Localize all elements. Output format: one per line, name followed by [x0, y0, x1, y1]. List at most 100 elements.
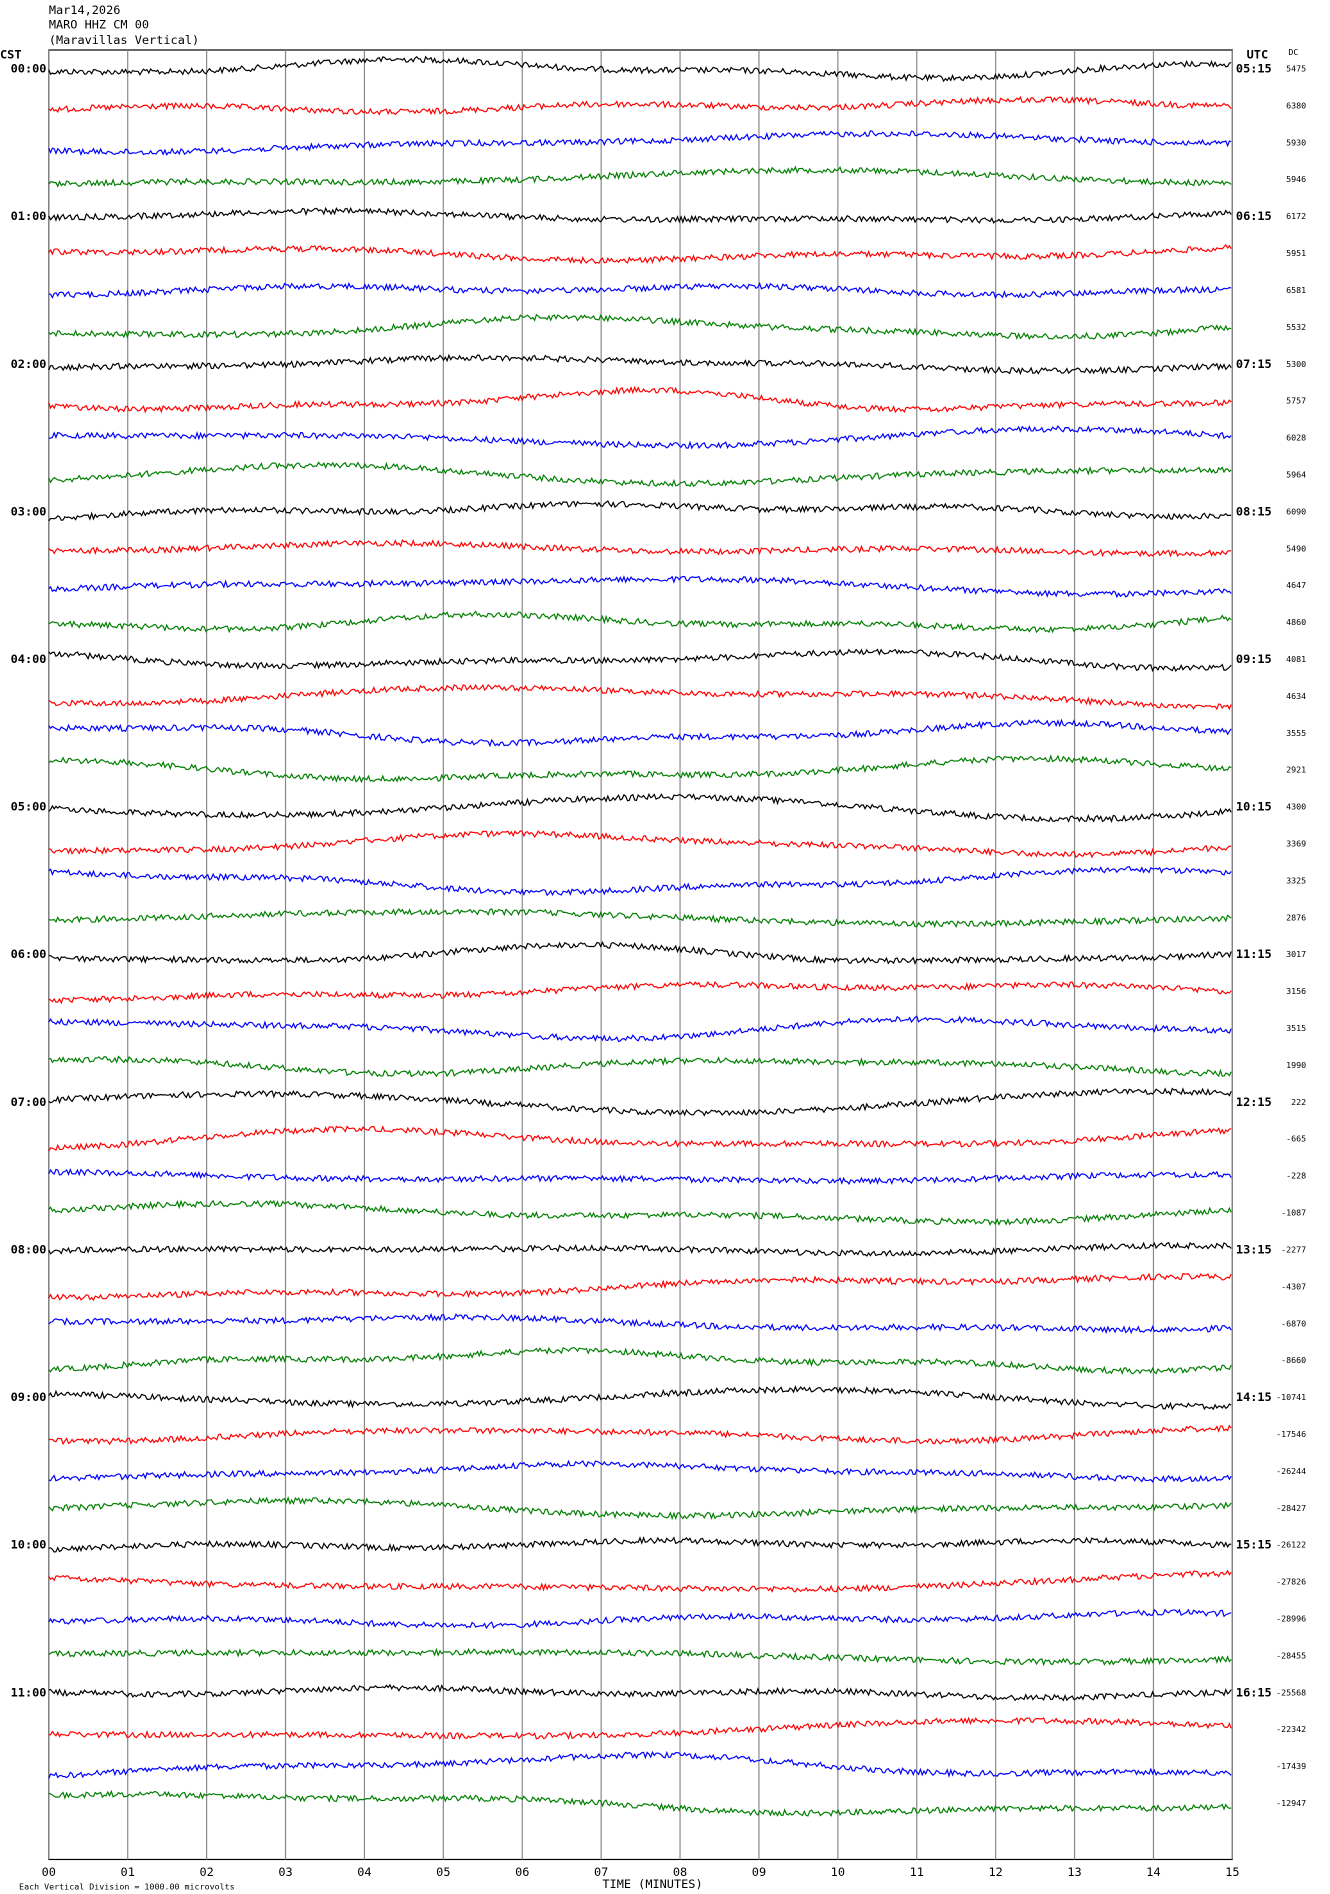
- dc-value: 3555: [1286, 728, 1306, 738]
- dc-value: -665: [1286, 1134, 1306, 1144]
- scale-note: Each Vertical Division = 1000.00 microvo…: [19, 1881, 235, 1891]
- trace: [48, 1789, 1232, 1817]
- dc-value: -1087: [1281, 1208, 1306, 1218]
- x-tick-label: 00: [42, 1865, 56, 1879]
- trace: [48, 385, 1232, 414]
- trace: [48, 648, 1232, 673]
- right-time-label: 11:15: [1236, 947, 1272, 961]
- trace: [48, 1241, 1232, 1257]
- trace: [48, 1272, 1232, 1302]
- trace: [48, 461, 1232, 488]
- trace: [48, 1608, 1232, 1630]
- left-time-label: 11:00: [11, 1685, 47, 1699]
- trace: [48, 206, 1232, 224]
- right-time-label: 14:15: [1236, 1390, 1272, 1404]
- trace: [48, 1495, 1232, 1521]
- trace: [48, 1750, 1232, 1779]
- x-tick-label: 06: [515, 1865, 529, 1879]
- x-tick-label: 09: [752, 1865, 766, 1879]
- dc-value: -4307: [1281, 1281, 1306, 1291]
- dc-value: -26244: [1276, 1466, 1306, 1476]
- trace: [48, 575, 1232, 599]
- dc-value: 3017: [1286, 949, 1306, 959]
- trace: [48, 907, 1232, 929]
- left-time-label: 10:00: [11, 1538, 47, 1552]
- left-time-label: 00:00: [11, 62, 47, 76]
- dc-value: 5946: [1286, 174, 1306, 184]
- dc-value: -26122: [1276, 1540, 1306, 1550]
- right-time-label: 05:15: [1236, 62, 1272, 76]
- left-axis-label: CST: [0, 47, 21, 61]
- trace: [48, 1125, 1232, 1152]
- trace: [48, 1168, 1232, 1186]
- trace: [48, 1015, 1232, 1043]
- title-line: MARO HHZ CM 00: [49, 18, 149, 32]
- trace: [48, 980, 1232, 1005]
- trace: [48, 425, 1232, 450]
- trace: [48, 95, 1232, 116]
- dc-value: -25568: [1276, 1687, 1306, 1697]
- dc-value: -27826: [1276, 1577, 1306, 1587]
- x-tick-label: 11: [910, 1865, 924, 1879]
- trace: [48, 1384, 1232, 1411]
- dc-value: 6090: [1286, 506, 1306, 516]
- right-time-label: 08:15: [1236, 504, 1272, 518]
- trace: [48, 1346, 1232, 1376]
- right-time-label: 15:15: [1236, 1538, 1272, 1552]
- right-time-label: 10:15: [1236, 800, 1272, 814]
- dc-value: 1990: [1286, 1060, 1306, 1070]
- trace: [48, 313, 1232, 340]
- right-time-label: 13:15: [1236, 1242, 1272, 1256]
- dc-value: -28427: [1276, 1503, 1306, 1513]
- left-time-label: 07:00: [11, 1095, 47, 1109]
- dc-value: 6380: [1286, 100, 1306, 110]
- dc-value: 5532: [1286, 322, 1306, 332]
- x-tick-label: 12: [988, 1865, 1002, 1879]
- dc-label: DC: [1288, 47, 1298, 57]
- trace: [48, 1459, 1232, 1483]
- dc-value: 6028: [1286, 433, 1306, 443]
- dc-value: 5490: [1286, 543, 1306, 553]
- title-line: (Maravillas Vertical): [49, 33, 199, 47]
- x-tick-label: 04: [357, 1865, 371, 1879]
- dc-value: -28455: [1276, 1650, 1306, 1660]
- dc-value: 3325: [1286, 875, 1306, 885]
- x-tick-label: 02: [199, 1865, 213, 1879]
- trace: [48, 754, 1232, 784]
- trace: [48, 1199, 1232, 1226]
- dc-value: 2921: [1286, 765, 1306, 775]
- x-tick-label: 15: [1225, 1865, 1239, 1879]
- right-time-label: 06:15: [1236, 209, 1272, 223]
- trace: [48, 1683, 1232, 1702]
- trace: [48, 865, 1232, 897]
- trace: [48, 243, 1232, 265]
- dc-value: 4634: [1286, 691, 1306, 701]
- dc-value: 3156: [1286, 986, 1306, 996]
- x-tick-label: 10: [831, 1865, 845, 1879]
- dc-value: -228: [1286, 1171, 1306, 1181]
- trace: [48, 1424, 1232, 1446]
- dc-value: 4647: [1286, 580, 1306, 590]
- dc-value: -6870: [1281, 1318, 1306, 1328]
- dc-value: 6172: [1286, 211, 1306, 221]
- right-time-label: 07:15: [1236, 357, 1272, 371]
- dc-value: 4300: [1286, 802, 1306, 812]
- trace: [48, 718, 1232, 748]
- dc-value: -10741: [1276, 1392, 1306, 1402]
- trace: [48, 1647, 1232, 1667]
- trace: [48, 1312, 1232, 1335]
- dc-value: 5300: [1286, 359, 1306, 369]
- x-axis-label: TIME (MINUTES): [602, 1877, 702, 1891]
- x-tick-label: 03: [278, 1865, 292, 1879]
- trace: [48, 610, 1232, 634]
- trace: [48, 683, 1232, 711]
- dc-value: 4081: [1286, 654, 1306, 664]
- dc-value: -28996: [1276, 1614, 1306, 1624]
- dc-value: 5964: [1286, 469, 1306, 479]
- trace: [48, 829, 1232, 859]
- left-time-label: 08:00: [11, 1242, 47, 1256]
- trace: [48, 353, 1232, 376]
- left-time-label: 04:00: [11, 652, 47, 666]
- dc-value: 3369: [1286, 839, 1306, 849]
